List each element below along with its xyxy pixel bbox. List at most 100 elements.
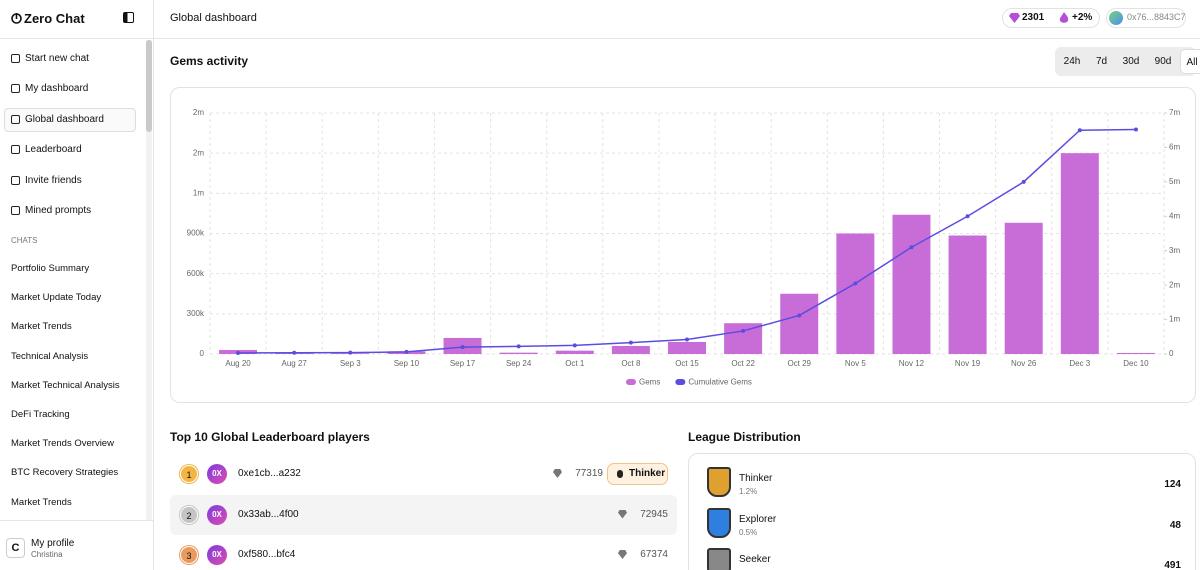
line-point	[628, 340, 633, 345]
logo-icon	[11, 13, 22, 24]
league-share: 1.2%	[739, 487, 758, 496]
range-button[interactable]: 7d	[1095, 56, 1108, 67]
nav-item[interactable]: Invite friends	[25, 175, 82, 186]
y-tick-label: 2m	[193, 108, 204, 117]
range-selector: 24h 7d 30d 90d All	[1055, 47, 1200, 76]
line-point	[909, 245, 914, 250]
profile-user: Christina	[31, 550, 63, 559]
page-title: Global dashboard	[170, 12, 257, 24]
nav-item[interactable]: Leaderboard	[25, 144, 82, 155]
logo-text: Zero Chat	[24, 11, 85, 26]
divider	[154, 38, 1200, 39]
section-title: League Distribution	[688, 430, 801, 444]
profile-name[interactable]: My profile	[31, 538, 75, 549]
line-point	[572, 343, 577, 348]
chat-item[interactable]: Technical Analysis	[11, 350, 89, 362]
bar	[1004, 222, 1043, 354]
stats-pill	[1002, 8, 1100, 28]
y2-tick-label: 0	[1169, 349, 1174, 358]
player-avatar: 0X	[207, 504, 227, 525]
chat-item[interactable]: DeFi Tracking	[11, 409, 70, 420]
chat-item[interactable]: Market Update Today	[11, 292, 102, 304]
line	[238, 128, 1136, 354]
nav-selected	[4, 108, 136, 132]
league-count: 491	[1164, 560, 1181, 570]
league-badge: Thinker	[607, 463, 668, 485]
scrollbar-track	[146, 40, 152, 520]
line-point	[404, 349, 409, 354]
x-tick-label: Oct 29	[787, 359, 811, 368]
bar	[668, 341, 706, 354]
nav-item[interactable]: Global dashboard	[25, 114, 104, 125]
range-button[interactable]: 24h	[1063, 56, 1081, 67]
y-tick-label: 0	[200, 349, 205, 358]
collapse-button[interactable]	[123, 12, 134, 23]
bar	[555, 350, 594, 354]
x-tick-label: Sep 3	[340, 359, 361, 368]
nav-icon	[11, 206, 20, 215]
y2-tick-label: 5m	[1169, 177, 1180, 186]
section-title: Top 10 Global Leaderboard players	[170, 430, 370, 444]
player-avatar: 0X	[207, 464, 227, 484]
profile-avatar[interactable]: C	[6, 538, 25, 558]
league-name: Thinker	[739, 473, 773, 484]
chat-item[interactable]: Portfolio Summary	[11, 263, 90, 274]
player-gems: 77319	[575, 468, 603, 479]
player-address[interactable]: 0x33ab...4f00	[238, 508, 299, 520]
league-icon	[707, 467, 731, 497]
nav-item[interactable]: Start new chat	[25, 53, 89, 64]
x-tick-label: Sep 10	[394, 359, 420, 368]
player-address[interactable]: 0xf580...bfc4	[238, 549, 296, 560]
chat-item[interactable]: BTC Recovery Strategies	[11, 467, 119, 479]
bar	[1060, 153, 1099, 354]
league-icon	[707, 548, 731, 570]
range-button[interactable]: 30d	[1122, 56, 1140, 67]
range-button[interactable]: 90d	[1154, 56, 1172, 67]
nav-item[interactable]: Mined prompts	[25, 205, 92, 216]
nav-icon	[11, 176, 20, 185]
league-share: 0.5%	[739, 527, 758, 537]
x-tick-label: Aug 20	[225, 359, 251, 368]
chats-label: CHATS	[11, 236, 38, 245]
rank: 3	[180, 546, 198, 564]
x-tick-label: Nov 26	[1011, 359, 1037, 368]
league-name: Seeker	[739, 554, 771, 566]
line-point	[348, 350, 353, 355]
chat-item[interactable]: Market Trends	[11, 496, 72, 508]
line-point	[1021, 179, 1026, 184]
nav-icon	[11, 145, 20, 154]
bar	[780, 293, 819, 354]
scrollbar-thumb[interactable]	[146, 40, 152, 132]
line-point	[741, 328, 746, 333]
nav-icon	[11, 115, 20, 124]
range-button[interactable]: All	[1180, 49, 1200, 74]
league-count: 124	[1164, 479, 1181, 490]
legend-swatch	[626, 379, 636, 385]
bar	[836, 233, 875, 354]
league-count: 48	[1169, 519, 1181, 531]
x-tick-label: Oct 22	[731, 359, 755, 368]
line-point	[1133, 127, 1138, 132]
chat-item[interactable]: Market Trends	[11, 321, 72, 333]
x-tick-label: Aug 27	[281, 359, 307, 368]
bar	[499, 352, 538, 354]
y2-tick-label: 4m	[1169, 211, 1180, 220]
line-point	[1077, 128, 1082, 133]
gem-icon	[553, 469, 562, 478]
chat-item[interactable]: Market Technical Analysis	[11, 379, 120, 391]
y-tick-label: 300k	[187, 309, 205, 318]
chat-item[interactable]: Market Trends Overview	[11, 438, 114, 450]
y-tick-label: 1m	[193, 188, 204, 197]
wallet-pill[interactable]	[1106, 8, 1186, 28]
x-tick-label: Dec 3	[1069, 359, 1090, 368]
y-tick-label: 900k	[187, 229, 205, 238]
player-address[interactable]: 0xe1cb...a232	[238, 468, 301, 479]
line-point	[516, 344, 521, 349]
y-tick-label: 2m	[193, 148, 204, 157]
player-avatar: 0X	[207, 545, 227, 565]
x-tick-label: Oct 15	[675, 359, 699, 368]
y2-tick-label: 7m	[1169, 108, 1180, 117]
nav-item[interactable]: My dashboard	[25, 83, 89, 94]
row-highlight	[170, 494, 677, 535]
